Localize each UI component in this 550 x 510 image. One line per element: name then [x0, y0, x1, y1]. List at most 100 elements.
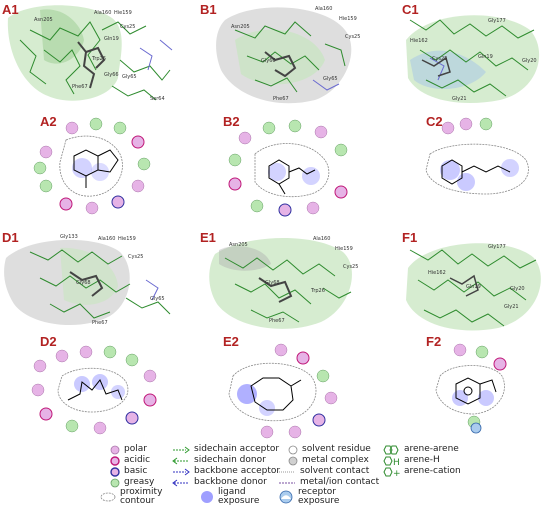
legend-proximity-contour: proximity contour [100, 488, 162, 506]
legend-metal-ion-contact-label: metal/ion contact [300, 477, 380, 487]
svg-text:Trp26: Trp26 [310, 288, 325, 294]
svg-text:Phe67: Phe67 [72, 84, 88, 90]
legend-metal-complex-label: metal complex [302, 455, 369, 465]
panel-label: B1 [200, 2, 217, 17]
legend-greasy: greasy [110, 477, 154, 488]
svg-text:Gly133: Gly133 [60, 234, 78, 240]
legend-backbone-acceptor: backbone acceptor [172, 466, 280, 477]
svg-text:Asn205: Asn205 [229, 242, 248, 248]
svg-text:+: + [393, 469, 400, 477]
svg-text:Gly65: Gly65 [323, 76, 338, 82]
svg-text:Hie162: Hie162 [410, 38, 428, 44]
legend: polar acidic basic greasy proximity cont… [100, 440, 540, 508]
svg-text:Ala160: Ala160 [315, 6, 332, 12]
svg-text:Phe67: Phe67 [92, 320, 108, 326]
legend-receptor-label: receptor [298, 487, 336, 497]
svg-text:Gln19: Gln19 [478, 54, 493, 60]
panel-F1-graphic: Gly177 Hie162 Gln19 Gly20 Gly21 [406, 243, 541, 331]
legend-solvent-residue: solvent residue [288, 444, 371, 455]
svg-text:H: H [393, 458, 400, 466]
legend-arene-cation: + arene-cation [382, 466, 461, 477]
panel-label: F2 [426, 334, 442, 349]
panel-F2-graphic [435, 343, 507, 434]
legend-solvent-residue-label: solvent residue [302, 444, 371, 454]
svg-text:Gly21: Gly21 [452, 96, 467, 102]
panel-B1: Asn205 Ala160 Hie159 Cys25 Gly66 Gly65 P… [195, 0, 370, 108]
legend-arene-h-label: arene-H [404, 455, 440, 465]
panel-C2: C2 [390, 110, 550, 222]
legend-sidechain-acceptor: sidechain acceptor [172, 444, 279, 455]
svg-text:Ala160: Ala160 [98, 236, 115, 242]
svg-text:Phe67: Phe67 [269, 318, 285, 324]
legend-sidechain-donor-label: sidechain donor [194, 455, 266, 465]
legend-ligand-exposure-label: exposure [218, 496, 260, 506]
legend-arene-arene: arene-arene [382, 444, 459, 455]
legend-basic: basic [110, 466, 147, 477]
panel-label: F1 [402, 230, 418, 245]
legend-sidechain-donor: sidechain donor [172, 455, 266, 466]
svg-text:Gly65: Gly65 [122, 74, 137, 80]
legend-backbone-donor: backbone donor [172, 477, 267, 488]
basic-icon [110, 466, 120, 477]
svg-text:Asn205: Asn205 [231, 24, 250, 30]
panel-A1: Asn205 Ala160 Hie159 Cys25 Gln19 Trp26 G… [0, 0, 185, 108]
solvent-residue-icon [288, 445, 298, 454]
arene-h-icon: H [383, 456, 400, 466]
svg-text:Gly20: Gly20 [510, 286, 525, 292]
panel-A2: A2 [0, 110, 185, 222]
panel-A1-graphic: Asn205 Ala160 Hie159 Cys25 Gln19 Trp26 G… [7, 5, 173, 102]
panel-F1: Gly177 Hie162 Gln19 Gly20 Gly21 F1 [390, 228, 550, 336]
legend-receptor-exposure-label: exposure [298, 496, 340, 506]
panel-B1-graphic: Asn205 Ala160 Hie159 Cys25 Gly66 Gly65 P… [216, 6, 360, 104]
legend-ligand-exposure: ligand exposure [200, 488, 259, 506]
svg-text:Hie159: Hie159 [335, 246, 353, 252]
panel-E1: Asn205 Ala160 Hie159 Cys25 Trp26 Gly68 P… [195, 228, 370, 336]
svg-text:Cys25: Cys25 [128, 254, 143, 260]
svg-text:Cys25: Cys25 [432, 56, 447, 62]
svg-text:Gly65: Gly65 [150, 296, 165, 302]
panel-label: C1 [402, 2, 419, 17]
legend-arene-cation-label: arene-cation [404, 466, 461, 476]
legend-metal-complex: metal complex [288, 455, 369, 466]
panel-C1: Gly177 Hie162 Cys25 Gln19 Gly20 Gly21 C1 [390, 0, 550, 108]
svg-text:Ala160: Ala160 [313, 236, 330, 242]
panel-label: A1 [2, 2, 19, 17]
legend-polar-label: polar [124, 444, 147, 454]
legend-basic-label: basic [124, 466, 148, 476]
solvent-contact-icon [279, 471, 295, 472]
svg-text:Gly20: Gly20 [522, 58, 537, 64]
panel-E2-graphic [228, 343, 338, 439]
sidechain-acceptor-icon [173, 446, 190, 453]
svg-text:Hie159: Hie159 [118, 236, 136, 242]
svg-text:Gln19: Gln19 [104, 36, 119, 42]
panel-A2-graphic [33, 117, 151, 215]
ligand-exposure-icon [201, 491, 213, 503]
proximity-contour-icon [100, 492, 116, 502]
panel-label: A2 [40, 114, 57, 129]
receptor-exposure-icon [279, 490, 293, 504]
legend-ligand-label: ligand [218, 487, 246, 497]
panel-label: E2 [223, 334, 239, 349]
legend-contour-label: contour [120, 496, 155, 506]
polar-icon [110, 445, 120, 454]
panel-label: C2 [426, 114, 443, 129]
backbone-donor-icon [172, 479, 189, 486]
sidechain-donor-icon [172, 457, 189, 464]
svg-text:Gly177: Gly177 [488, 244, 506, 250]
svg-text:Ser64: Ser64 [150, 96, 165, 102]
panel-B2: B2 [195, 110, 370, 222]
panel-B2-graphic [228, 119, 348, 217]
svg-text:Trp26: Trp26 [91, 56, 106, 62]
legend-acidic: acidic [110, 455, 150, 466]
legend-solvent-contact-label: solvent contact [300, 466, 370, 476]
greasy-icon [110, 478, 120, 487]
panel-E2: E2 [195, 334, 370, 440]
panel-C2-graphic [425, 117, 529, 195]
arene-cation-icon: + [383, 467, 400, 477]
panel-D2-graphic [31, 345, 157, 435]
panel-D2: D2 [0, 334, 185, 440]
panel-label: D2 [40, 334, 57, 349]
acidic-icon [110, 455, 120, 466]
legend-proximity-label: proximity [120, 487, 163, 497]
svg-text:Hie162: Hie162 [428, 270, 446, 276]
